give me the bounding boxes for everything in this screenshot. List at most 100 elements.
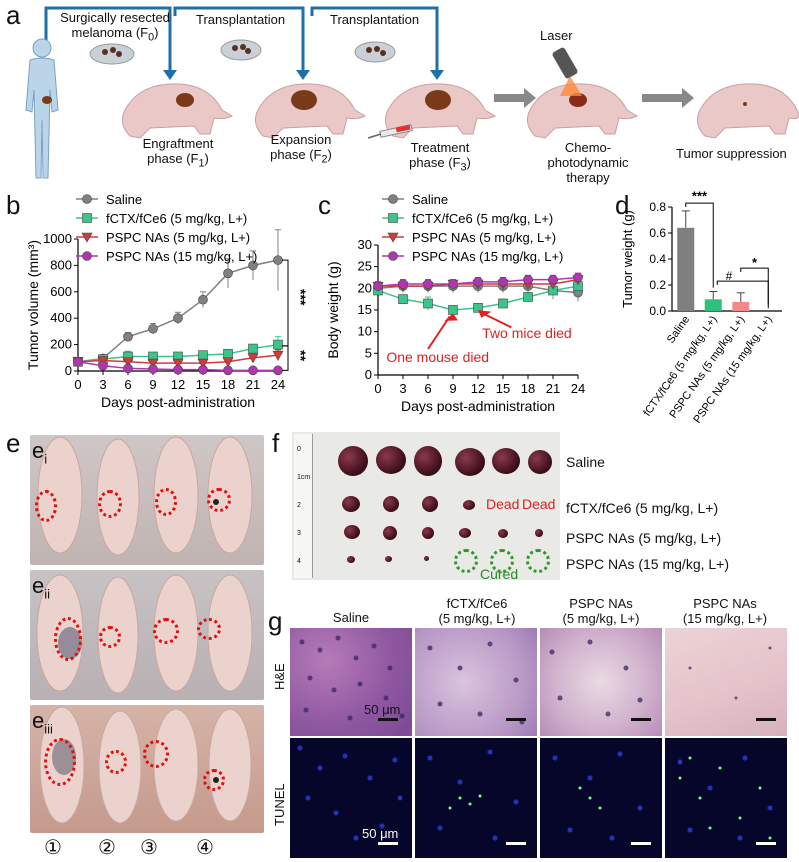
y-tick-label: 10 bbox=[358, 324, 372, 339]
scale-bar bbox=[506, 842, 526, 845]
arrow-line bbox=[427, 315, 451, 350]
y-tick-label: 0.6 bbox=[649, 226, 666, 240]
y-axis-label: Body weight (g) bbox=[325, 261, 341, 358]
legend-label: Saline bbox=[412, 192, 448, 207]
transplant-line-2 bbox=[173, 6, 305, 76]
data-point bbox=[198, 350, 208, 360]
bar bbox=[704, 299, 722, 311]
y-tick-label: 30 bbox=[358, 237, 372, 252]
significance-label: *** bbox=[293, 289, 309, 306]
source-label: Surgically resected melanoma (F0) bbox=[60, 10, 170, 44]
data-point bbox=[388, 251, 398, 261]
tumor-circle bbox=[105, 750, 127, 774]
data-point bbox=[122, 357, 134, 368]
panel-d-label: d bbox=[615, 190, 630, 220]
tumor bbox=[492, 448, 520, 474]
transplant-line-3 bbox=[310, 6, 439, 76]
tumor-circle bbox=[54, 617, 82, 661]
data-point bbox=[82, 213, 92, 223]
x-tick-label: 15 bbox=[496, 381, 510, 396]
tunel-image-pspc5 bbox=[540, 738, 662, 858]
y-tick-label: 200 bbox=[50, 337, 72, 352]
y-tick-label: 600 bbox=[50, 284, 72, 299]
y-tick-label: 0.8 bbox=[649, 200, 666, 214]
tumor bbox=[414, 446, 442, 476]
scale-bar bbox=[378, 718, 398, 721]
tumor bbox=[422, 527, 434, 539]
legend-label: PSPC NAs (5 mg/kg, L+) bbox=[106, 230, 250, 245]
tumor bbox=[463, 500, 475, 510]
mouse-icon-5 bbox=[696, 83, 799, 139]
tumor-circle bbox=[153, 618, 179, 644]
laser-icon bbox=[552, 47, 582, 96]
data-point bbox=[248, 365, 258, 376]
data-point bbox=[273, 365, 283, 376]
panel-f-label: f bbox=[272, 428, 280, 458]
tumor bbox=[385, 556, 392, 562]
tumor bbox=[459, 528, 471, 538]
x-tick-label: 0 bbox=[374, 381, 381, 396]
legend-label: PSPC NAs (15 mg/kg, L+) bbox=[412, 249, 563, 264]
y-tick-label: 0 bbox=[365, 367, 372, 382]
data-point bbox=[173, 313, 183, 323]
f-row-fctx: fCTX/fCe6 (5 mg/kg, L+) bbox=[566, 500, 719, 516]
tumor-circle bbox=[99, 626, 121, 648]
scale-label-he: 50 μm bbox=[364, 702, 401, 717]
mouse-number-2: ② bbox=[98, 837, 116, 859]
data-point bbox=[198, 294, 208, 305]
bracket bbox=[740, 267, 769, 309]
series-line bbox=[77, 259, 279, 363]
x-tick-label: 15 bbox=[196, 377, 210, 392]
data-point bbox=[147, 358, 159, 369]
panel-g-label: g bbox=[268, 606, 283, 636]
data-point bbox=[387, 232, 399, 243]
data-point bbox=[398, 279, 408, 289]
cured-circle bbox=[526, 549, 550, 573]
bracket bbox=[282, 259, 289, 347]
y-axis-label: Tumor weight (g) bbox=[620, 210, 635, 308]
data-point bbox=[247, 353, 259, 364]
syringe-icon bbox=[367, 124, 413, 139]
annotation-one-mouse: One mouse died bbox=[386, 349, 489, 365]
tumor-circle bbox=[35, 490, 57, 522]
arrow-line bbox=[482, 312, 512, 329]
ei-label: ei bbox=[32, 438, 48, 467]
data-point bbox=[272, 350, 284, 361]
data-point bbox=[273, 339, 283, 350]
petri-dish-icon-2 bbox=[220, 39, 262, 61]
data-point bbox=[82, 251, 92, 261]
panel-c-label: c bbox=[318, 190, 331, 220]
tunel-image-pspc15 bbox=[665, 738, 787, 858]
data-point bbox=[123, 363, 133, 374]
data-point bbox=[197, 358, 209, 369]
significance-label: *** bbox=[692, 189, 708, 204]
tumor bbox=[342, 496, 360, 512]
data-point bbox=[548, 274, 558, 285]
he-nuclei bbox=[299, 635, 772, 725]
laser-label: Laser bbox=[540, 28, 573, 43]
panel-b-label: b bbox=[6, 190, 21, 220]
tumor bbox=[376, 446, 406, 474]
tumor-circle bbox=[44, 738, 76, 786]
tumor bbox=[422, 496, 438, 512]
data-point bbox=[222, 357, 234, 368]
data-point bbox=[498, 298, 508, 309]
tumor bbox=[338, 446, 368, 476]
legend-label: PSPC NAs (15 mg/kg, L+) bbox=[106, 249, 257, 264]
eii-label: eii bbox=[32, 573, 51, 602]
tumor bbox=[455, 448, 485, 476]
x-tick-label: 18 bbox=[221, 377, 235, 392]
data-point bbox=[473, 277, 483, 287]
x-tick-label: 12 bbox=[471, 381, 485, 396]
data-point bbox=[98, 360, 108, 371]
scale-bar bbox=[378, 842, 398, 845]
arrow-right-icon bbox=[642, 88, 694, 108]
legend-label: fCTX/fCe6 (5 mg/kg, L+) bbox=[412, 211, 553, 226]
data-point bbox=[198, 364, 208, 375]
petri-dish-icon-1 bbox=[89, 43, 135, 65]
scale-bar bbox=[506, 718, 526, 721]
legend-label: Saline bbox=[106, 192, 142, 207]
x-tick-label: 12 bbox=[171, 377, 185, 392]
tumor-circle bbox=[155, 488, 177, 516]
